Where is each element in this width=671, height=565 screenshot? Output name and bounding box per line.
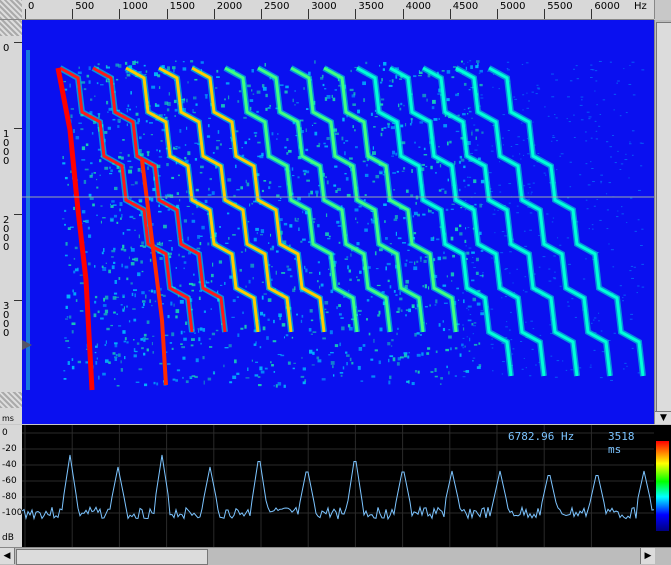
frequency-tick-label: 5000 xyxy=(500,1,526,12)
db-unit-label: dB xyxy=(2,533,14,543)
frequency-tick-label: 6000 xyxy=(594,1,620,12)
frequency-tick-label: 500 xyxy=(75,1,95,12)
time-tick xyxy=(14,214,22,215)
horizontal-scrollbar[interactable]: ◀ ▶ xyxy=(0,547,671,565)
db-tick-label: 0 xyxy=(2,428,8,438)
db-ruler: 0 -20 -40 -60 -80 -100 dB xyxy=(0,425,23,547)
time-tick xyxy=(14,42,22,43)
frequency-ruler[interactable]: 0 500 1000 1500 2000 2500 3000 3500 4000 4500 5000… xyxy=(22,0,654,20)
corner-hatch xyxy=(0,0,23,20)
frequency-readout: 6782.96 Hz xyxy=(508,430,575,443)
db-tick-label: -80 xyxy=(2,492,17,502)
ruler-hatch-bottom xyxy=(0,392,22,408)
time-tick xyxy=(14,300,22,301)
db-tick-label: -20 xyxy=(2,444,17,454)
color-scale xyxy=(654,425,671,547)
time-tick-label: 3000 xyxy=(3,301,10,339)
db-tick-label: -60 xyxy=(2,476,17,486)
spectrum-panel[interactable]: 6782.96 Hz 3518 ms xyxy=(22,425,654,547)
spectrum-line xyxy=(22,454,654,521)
spectrum-grid xyxy=(22,425,654,547)
frequency-tick-label: 3000 xyxy=(311,1,337,12)
frequency-tick xyxy=(72,9,74,19)
frequency-tick xyxy=(449,9,451,19)
spectrum-plot xyxy=(22,425,654,547)
right-arrow-icon[interactable]: ▶ xyxy=(640,548,655,564)
frequency-tick xyxy=(166,9,168,19)
frequency-tick-label: 1000 xyxy=(122,1,148,12)
frequency-tick xyxy=(308,9,310,19)
db-tick-label: -40 xyxy=(2,460,17,470)
spectrogram-ridges xyxy=(26,50,646,391)
color-scale-gradient xyxy=(656,441,669,531)
time-tick-label: 1000 xyxy=(3,129,10,167)
corner-box xyxy=(654,0,671,19)
time-tick xyxy=(14,128,22,129)
vertical-scroll-thumb[interactable] xyxy=(656,22,671,414)
spectrogram-plot xyxy=(22,50,654,391)
time-readout: 3518 ms xyxy=(608,430,635,456)
frequency-tick-label: 2500 xyxy=(264,1,290,12)
time-tick-label: 2000 xyxy=(3,215,10,253)
triangle-marker-icon[interactable] xyxy=(22,340,32,350)
frequency-tick xyxy=(544,9,546,19)
spectrogram-canvas[interactable] xyxy=(22,20,654,424)
frequency-tick xyxy=(497,9,498,19)
frequency-tick-label: 4000 xyxy=(405,1,432,12)
horizontal-scroll-thumb[interactable] xyxy=(16,549,208,565)
frequency-tick xyxy=(25,9,26,19)
frequency-tick xyxy=(355,9,357,19)
frequency-tick xyxy=(261,9,262,19)
frequency-unit-label: Hz xyxy=(634,1,647,12)
frequency-tick-label: 1500 xyxy=(169,1,196,12)
frequency-tick xyxy=(213,9,215,19)
db-tick-label: -100 xyxy=(2,508,23,518)
time-unit-label: ms xyxy=(2,414,14,423)
vertical-scrollbar[interactable]: ▼ xyxy=(654,20,671,424)
frequency-tick xyxy=(402,9,404,19)
frequency-tick-label: 3500 xyxy=(358,1,384,12)
frequency-tick-label: 5500 xyxy=(547,1,573,12)
frequency-tick xyxy=(119,9,121,19)
down-arrow-icon[interactable]: ▼ xyxy=(655,411,671,424)
left-arrow-icon[interactable]: ◀ xyxy=(0,548,15,564)
time-ruler[interactable]: 0 1000 2000 3000 ms xyxy=(0,20,23,424)
frequency-tick-label: 4500 xyxy=(452,1,479,12)
frequency-tick xyxy=(591,9,593,19)
frequency-tick-label: 0 xyxy=(28,1,35,12)
time-tick-label: 0 xyxy=(3,43,10,54)
ruler-hatch-top xyxy=(0,20,22,36)
frequency-tick-label: 2000 xyxy=(216,1,243,12)
